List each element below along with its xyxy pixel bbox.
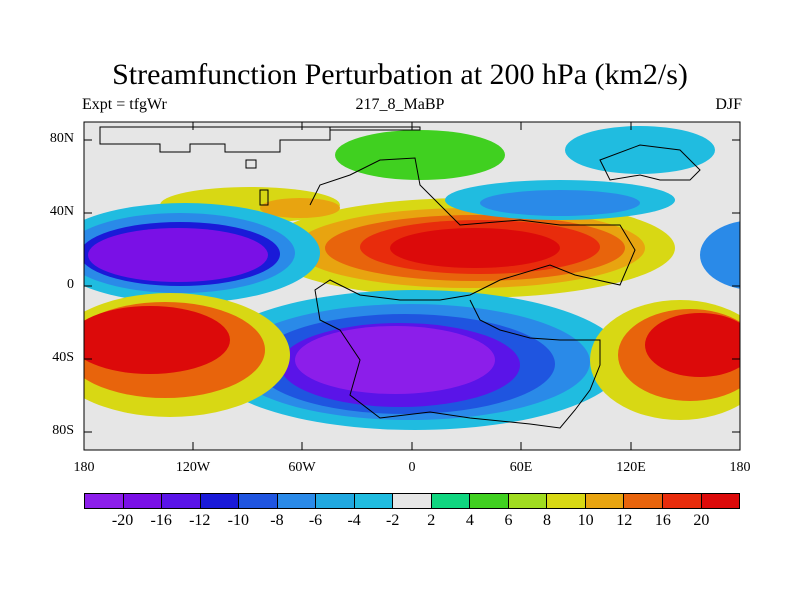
colorbar-box [431, 494, 471, 508]
axis-ticks [84, 122, 740, 450]
colorbar-box [354, 494, 394, 508]
colorbar-label: 20 [693, 512, 710, 529]
contour-negative [700, 221, 740, 289]
colorbar-box [662, 494, 702, 508]
contour-negative [295, 326, 495, 394]
contour-negative [480, 190, 640, 216]
x-tick-label: 60E [509, 460, 533, 475]
y-tick-label: 80N [49, 131, 74, 146]
colorbar-box [277, 494, 317, 508]
colorbar-box [200, 494, 240, 508]
colorbar-box [162, 494, 201, 508]
y-tick-label: 40S [52, 350, 74, 365]
paleo-period-label: 217_8_MaBP [355, 96, 445, 113]
y-tick-label: 0 [67, 277, 74, 292]
continent-outline [99, 126, 701, 429]
chart-title: Streamfunction Perturbation at 200 hPa (… [112, 58, 688, 91]
colorbar-box [624, 494, 663, 508]
contour-negative [88, 228, 268, 282]
colorbar-label: -2 [386, 512, 400, 529]
colorbar-label: 2 [427, 512, 436, 529]
colorbar-label: 16 [654, 512, 671, 529]
colorbar-label: -6 [308, 512, 323, 529]
colorbar-label: -8 [270, 512, 284, 529]
experiment-label: Expt = tfgWr [82, 96, 167, 113]
colorbar-label: -16 [150, 512, 172, 529]
season-label: DJF [715, 96, 742, 113]
colorbar-label: 10 [577, 512, 594, 529]
x-tick-label: 120W [175, 460, 211, 475]
colorbar-label: -12 [189, 512, 211, 529]
contour-field [84, 126, 740, 430]
x-tick-label: 120E [616, 460, 646, 475]
colorbar-box [701, 494, 740, 508]
colorbar-box [85, 494, 124, 508]
colorbar-box [585, 494, 625, 508]
colorbar-label: 4 [465, 512, 474, 529]
colorbar-box [470, 494, 509, 508]
contour-positive [645, 313, 740, 377]
colorbar-box [316, 494, 355, 508]
x-tick-label: 60W [288, 460, 316, 475]
x-tick-label: 180 [73, 460, 95, 475]
colorbar-label: 8 [543, 512, 552, 529]
small-island-outline [259, 189, 269, 206]
contour-positive [335, 130, 505, 180]
colorbar-box [393, 494, 432, 508]
colorbar-box [547, 494, 586, 508]
colorbar-label: -4 [347, 512, 361, 529]
small-island-outline [245, 159, 257, 169]
y-tick-label: 80S [52, 423, 74, 438]
contour-negative [565, 126, 715, 174]
colorbar-box [239, 494, 278, 508]
colorbar-label: 6 [504, 512, 513, 529]
pangea-outline [309, 157, 636, 429]
contour-positive [84, 306, 230, 374]
northern-continent-outline [99, 126, 331, 153]
arctic-island-outline [329, 126, 421, 131]
contour-positive [390, 228, 560, 268]
colorbar-box [508, 494, 548, 508]
colorbar-label: 12 [616, 512, 633, 529]
colorbar-label: -10 [227, 512, 250, 529]
y-tick-label: 40N [49, 204, 74, 219]
x-tick-label: 180 [729, 460, 751, 475]
x-tick-label: 0 [408, 460, 416, 475]
eastern-landmass-outline [599, 144, 701, 181]
colorbar-label: -20 [111, 512, 134, 529]
contour-positive [260, 198, 340, 218]
colorbar [84, 493, 740, 509]
colorbar-box [123, 494, 163, 508]
